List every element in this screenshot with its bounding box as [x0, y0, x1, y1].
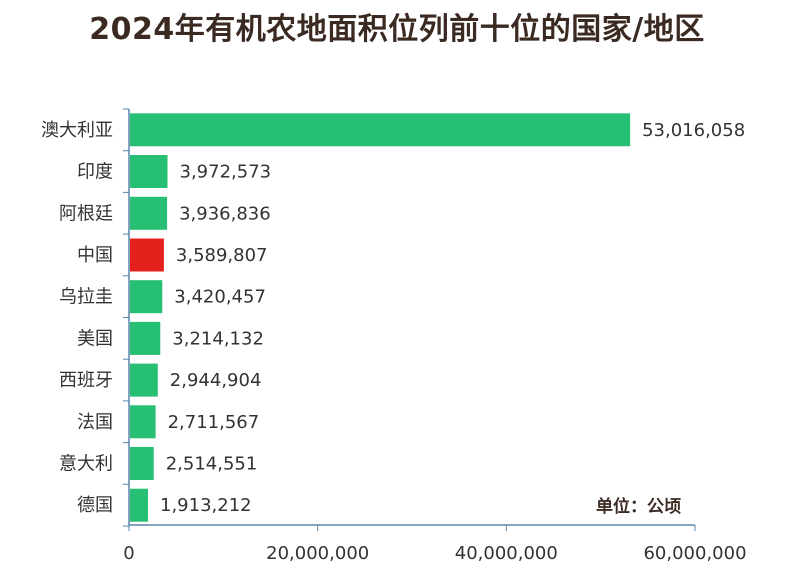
- bar-8: [130, 447, 154, 480]
- bar-4: [130, 280, 163, 314]
- bar-6: [130, 363, 158, 397]
- category-label: 印度: [77, 162, 113, 183]
- category-label: 澳大利亚: [41, 120, 113, 141]
- bar-0: [130, 113, 631, 147]
- category-label: 德国: [77, 495, 113, 516]
- unit-label: 单位：公顷: [596, 497, 681, 517]
- bar-3: [130, 238, 164, 272]
- bar-2: [130, 196, 168, 230]
- category-label: 意大利: [59, 454, 113, 475]
- bars-group: [130, 113, 631, 522]
- value-label: 2,944,904: [170, 370, 262, 391]
- category-label: 美国: [77, 328, 113, 349]
- x-tick-label: 0: [123, 543, 134, 564]
- value-label: 3,589,807: [176, 245, 268, 266]
- category-label: 中国: [77, 245, 113, 266]
- x-tick-label: 60,000,000: [643, 543, 746, 564]
- category-label: 法国: [77, 412, 113, 433]
- category-label: 阿根廷: [59, 203, 113, 224]
- value-labels-group: 53,016,058 3,972,573 3,936,836 3,589,807 3,4…: [160, 120, 745, 516]
- value-label: 3,420,457: [174, 287, 266, 308]
- value-label: 3,936,836: [179, 203, 271, 224]
- bar-5: [130, 321, 161, 355]
- value-label: 2,514,551: [166, 454, 258, 475]
- bar-1: [130, 155, 168, 188]
- value-label: 3,972,573: [180, 162, 272, 183]
- value-label: 2,711,567: [168, 412, 260, 433]
- chart-title: 2024年有机农地面积位列前十位的国家/地区: [89, 12, 705, 47]
- category-label: 西班牙: [59, 370, 113, 391]
- axes-group: 0 20,000,000 40,000,000 60,000,000: [123, 108, 747, 564]
- bar-9: [130, 488, 148, 522]
- category-label: 乌拉圭: [59, 287, 113, 308]
- bar-7: [130, 405, 156, 439]
- value-label: 3,214,132: [172, 328, 264, 349]
- value-label: 53,016,058: [642, 120, 745, 141]
- x-tick-label: 20,000,000: [266, 543, 369, 564]
- value-label: 1,913,212: [160, 495, 252, 516]
- x-tick-label: 40,000,000: [455, 543, 558, 564]
